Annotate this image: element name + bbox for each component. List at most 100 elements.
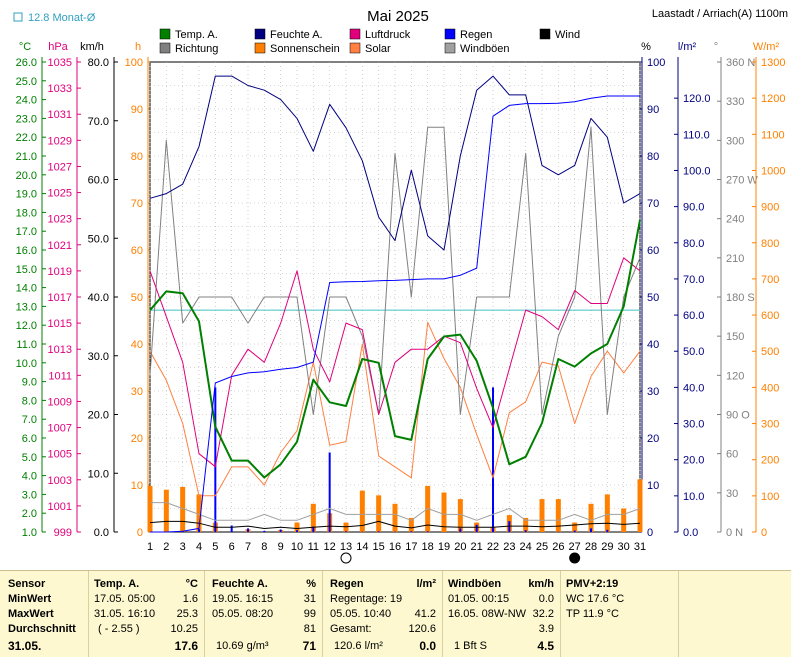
rain-days: Regentage: 19 bbox=[330, 592, 402, 607]
temp-tick-label: 2.0 bbox=[22, 508, 37, 520]
bar-sonnenschein-15 bbox=[376, 495, 381, 532]
solar-tick-label: 100 bbox=[761, 491, 779, 503]
solar-tick-label: 1200 bbox=[761, 93, 785, 105]
x-tick-label-20: 20 bbox=[454, 541, 466, 553]
humidity-tick-label: 30 bbox=[647, 386, 659, 398]
unit-pressure: hPa bbox=[48, 41, 68, 53]
x-tick-label-5: 5 bbox=[212, 541, 218, 553]
humidity-tick-label: 90 bbox=[647, 104, 659, 116]
bar-regen-6 bbox=[231, 525, 233, 532]
wind-tick-label: 70.0 bbox=[88, 116, 109, 128]
temp-tick-label: 24.0 bbox=[16, 95, 37, 107]
bar-regen-8 bbox=[263, 531, 265, 532]
solar-tick-label: 700 bbox=[761, 274, 779, 286]
sun-tick-label: 60 bbox=[131, 245, 143, 257]
x-tick-label-26: 26 bbox=[552, 541, 564, 553]
temp-tick-label: 6.0 bbox=[22, 433, 37, 445]
legend-label-8: Windböen bbox=[460, 43, 510, 55]
solar-tick-label: 400 bbox=[761, 382, 779, 394]
rain-title: Regen bbox=[330, 577, 364, 592]
x-tick-label-31: 31 bbox=[634, 541, 646, 553]
rain-tick-label: 90.0 bbox=[683, 202, 704, 214]
gusts-unit: km/h bbox=[528, 577, 554, 592]
solar-tick-label: 200 bbox=[761, 455, 779, 467]
temp-avg: 10.25 bbox=[170, 622, 198, 637]
pressure-tick-label: 1011 bbox=[48, 370, 72, 382]
rain-tick-label: 20.0 bbox=[683, 455, 704, 467]
solar-tick-label: 1300 bbox=[761, 57, 785, 69]
humidity-current: 71 bbox=[303, 639, 316, 654]
legend-swatch-4 bbox=[540, 29, 550, 39]
x-tick-label-19: 19 bbox=[438, 541, 450, 553]
temp-unit: °C bbox=[186, 577, 198, 592]
temp-tick-label: 5.0 bbox=[22, 452, 37, 464]
sun-tick-label: 100 bbox=[125, 57, 143, 69]
temp-tick-label: 25.0 bbox=[16, 76, 37, 88]
legend-label-2: Luftdruck bbox=[365, 29, 411, 41]
solar-tick-label: 1000 bbox=[761, 165, 785, 177]
temp-tick-label: 19.0 bbox=[16, 189, 37, 201]
rain-current-note: 120.6 l/m² bbox=[334, 639, 383, 654]
humidity-tick-label: 70 bbox=[647, 198, 659, 210]
rain-tick-label: 70.0 bbox=[683, 274, 704, 286]
pressure-tick-label: 1013 bbox=[48, 344, 72, 356]
bar-regen-27 bbox=[574, 531, 576, 532]
bar-sonnenschein-30 bbox=[621, 509, 626, 533]
sun-tick-label: 20 bbox=[131, 433, 143, 445]
gusts-max-time: 16.05. 08W-NW bbox=[448, 607, 526, 622]
summary-pmv: PMV+2:19 WC 17.6 °C TP 11.9 °C bbox=[560, 571, 679, 657]
gusts-max: 32.2 bbox=[533, 607, 554, 622]
gusts-avg: 3.9 bbox=[539, 622, 554, 637]
temp-tick-label: 1.0 bbox=[22, 527, 37, 539]
humidity-tick-label: 0 bbox=[647, 527, 653, 539]
legend-label-4: Wind bbox=[555, 29, 580, 41]
x-tick-label-29: 29 bbox=[601, 541, 613, 553]
x-tick-label-27: 27 bbox=[569, 541, 581, 553]
rain-total: 120.6 bbox=[408, 622, 436, 637]
temp-tick-label: 11.0 bbox=[16, 339, 37, 351]
humidity-max-time: 05.05. 08:20 bbox=[212, 607, 273, 622]
humidity-min: 31 bbox=[304, 592, 316, 607]
humidity-tick-label: 10 bbox=[647, 480, 659, 492]
bar-sonnenschein-2 bbox=[164, 490, 169, 532]
chart-title: Mai 2025 bbox=[367, 8, 429, 25]
pressure-tick-label: 1005 bbox=[48, 449, 72, 461]
rain-unit: l/m² bbox=[416, 577, 436, 592]
sun-tick-label: 70 bbox=[131, 198, 143, 210]
min-label: MinWert bbox=[8, 592, 51, 607]
pressure-tick-label: 999 bbox=[54, 527, 72, 539]
gusts-current: 4.5 bbox=[537, 639, 554, 654]
pressure-tick-label: 1021 bbox=[48, 240, 72, 252]
legend-swatch-3 bbox=[445, 29, 455, 39]
x-tick-label-23: 23 bbox=[503, 541, 515, 553]
rain-tick-label: 60.0 bbox=[683, 310, 704, 322]
wind-tick-label: 10.0 bbox=[88, 468, 109, 480]
temp-tick-label: 14.0 bbox=[16, 283, 37, 295]
x-tick-label-1: 1 bbox=[147, 541, 153, 553]
temp-tick-label: 13.0 bbox=[16, 301, 37, 313]
bar-regen-21 bbox=[476, 525, 478, 532]
temp-tick-label: 20.0 bbox=[16, 170, 37, 182]
humidity-max: 99 bbox=[304, 607, 316, 622]
rain-tick-label: 120.0 bbox=[683, 93, 711, 105]
x-tick-label-30: 30 bbox=[618, 541, 630, 553]
bar-regen-5 bbox=[214, 387, 216, 532]
pressure-tick-label: 1001 bbox=[48, 501, 72, 513]
humidity-tick-label: 80 bbox=[647, 151, 659, 163]
legend-swatch-0 bbox=[160, 29, 170, 39]
direction-tick-label: 150 bbox=[726, 331, 744, 343]
humidity-tick-label: 60 bbox=[647, 245, 659, 257]
sun-tick-label: 80 bbox=[131, 151, 143, 163]
unit-rain: l/m² bbox=[678, 41, 697, 53]
max-label: MaxWert bbox=[8, 607, 54, 622]
bar-regen-7 bbox=[247, 528, 249, 532]
full-moon-icon bbox=[341, 553, 351, 563]
unit-sun: h bbox=[135, 41, 141, 53]
humidity-tick-label: 50 bbox=[647, 292, 659, 304]
direction-tick-label: 90 O bbox=[726, 410, 750, 422]
temp-tick-label: 4.0 bbox=[22, 471, 37, 483]
humidity-unit: % bbox=[306, 577, 316, 592]
